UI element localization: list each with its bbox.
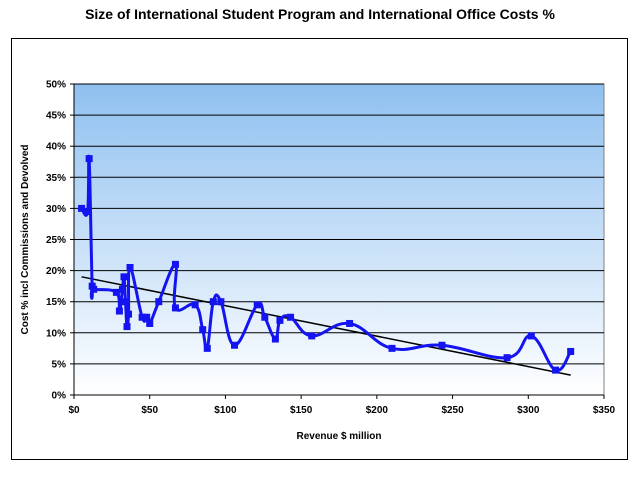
data-point (123, 323, 131, 331)
data-point (253, 301, 261, 309)
data-point (84, 208, 92, 216)
data-point (567, 347, 575, 355)
x-tick-label: $0 (68, 405, 80, 416)
x-tick-label: $100 (214, 405, 237, 416)
data-point (276, 316, 284, 324)
y-tick-label: 15% (46, 297, 66, 308)
data-point (90, 285, 98, 293)
data-point (552, 366, 560, 374)
data-point (271, 335, 279, 343)
y-axis-label: Cost % incl Commissions and Devolved (20, 144, 31, 334)
x-tick-labels: $0 $50 $100 $150 $200 $250 $300 $350 (68, 395, 616, 416)
x-tick-label: $250 (441, 405, 464, 416)
data-point (191, 301, 199, 309)
data-point (346, 319, 354, 327)
y-tick-label: 10% (46, 328, 66, 339)
data-point (388, 344, 396, 352)
data-point (217, 298, 225, 306)
data-point (126, 263, 134, 271)
x-tick-label: $300 (517, 405, 540, 416)
data-point (121, 298, 129, 306)
data-point (308, 332, 316, 340)
y-tick-label: 20% (46, 266, 66, 277)
y-tick-label: 30% (46, 204, 66, 215)
y-tick-label: 25% (46, 235, 66, 246)
data-point (287, 313, 295, 321)
data-point (78, 204, 86, 212)
x-axis-label: Revenue $ million (296, 431, 381, 442)
x-tick-label: $150 (290, 405, 313, 416)
x-tick-label: $50 (141, 405, 158, 416)
data-point (118, 285, 126, 293)
data-point (171, 260, 179, 268)
y-tick-label: 0% (52, 391, 67, 402)
data-point (146, 319, 154, 327)
data-point (120, 273, 128, 281)
data-point (125, 310, 133, 318)
y-tick-label: 45% (46, 111, 66, 122)
data-point (115, 307, 123, 315)
y-tick-labels: 0% 5% 10% 15% 20% 25% 30% 35% 40% 45% 50% (46, 80, 74, 402)
data-point (138, 313, 146, 321)
data-point (85, 155, 93, 163)
data-point (231, 341, 239, 349)
y-tick-label: 50% (46, 80, 66, 91)
data-point (143, 313, 151, 321)
y-tick-label: 5% (52, 359, 67, 370)
data-point (503, 354, 511, 362)
data-point (171, 304, 179, 312)
data-point (527, 332, 535, 340)
data-point (438, 341, 446, 349)
data-point (199, 326, 207, 334)
data-point (209, 298, 217, 306)
x-tick-label: $200 (366, 405, 389, 416)
data-point (261, 313, 269, 321)
y-tick-label: 40% (46, 142, 66, 153)
chart-title: Size of International Student Program an… (85, 6, 555, 22)
data-point (203, 344, 211, 352)
data-point (155, 298, 163, 306)
data-point (112, 288, 120, 296)
x-tick-label: $350 (593, 405, 616, 416)
y-tick-label: 35% (46, 173, 66, 184)
data-series (78, 154, 575, 374)
